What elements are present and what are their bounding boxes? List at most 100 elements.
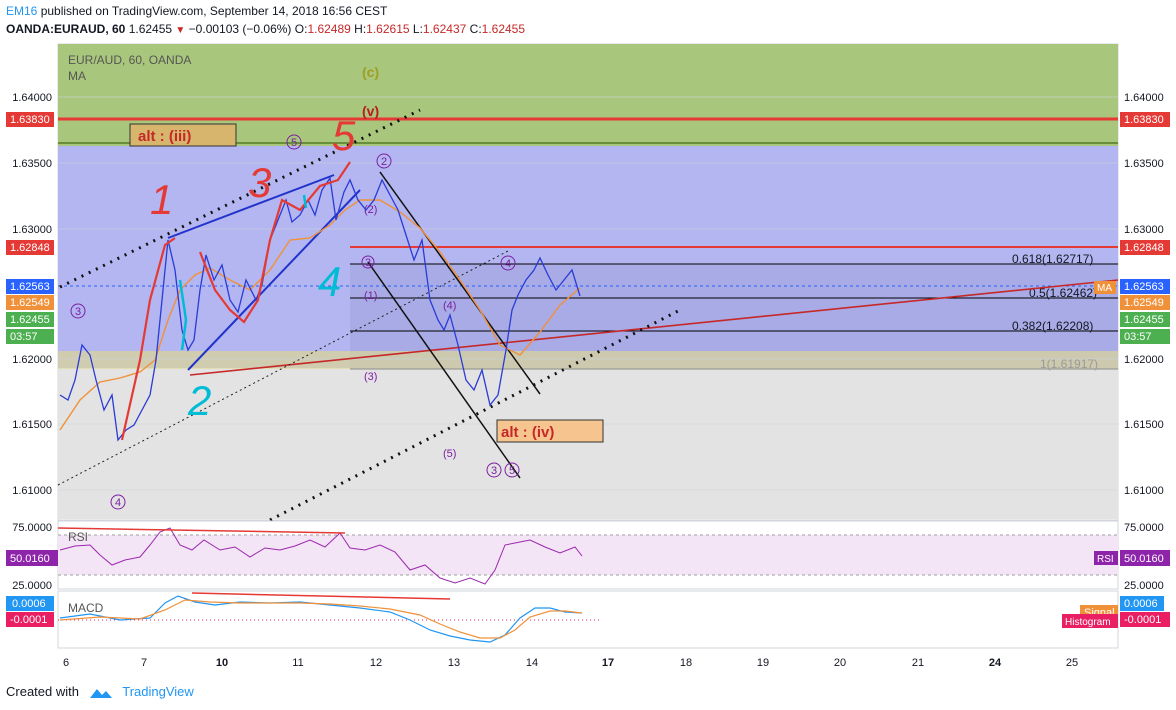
- chart-canvas[interactable]: 0.618(1.62717) 0.5(1.62462) 0.382(1.6220…: [0, 0, 1176, 680]
- macd-value-badge-left: [6, 596, 54, 611]
- time-tick: 6: [63, 657, 69, 669]
- macd-label[interactable]: MACD: [68, 601, 104, 615]
- ma-tag-label: MA: [1097, 283, 1112, 294]
- publish-text: published on TradingView.com, September …: [40, 4, 388, 18]
- macd-value-left-1: 0.0006: [12, 598, 46, 610]
- rsi-tick-25-right: 25.0000: [1124, 580, 1164, 592]
- rsi-tick-25: 25.0000: [12, 580, 52, 592]
- price-badge-label: 1.63830: [10, 114, 50, 126]
- rsi-value-badge-right: [1120, 550, 1170, 566]
- price-badge: [1120, 240, 1170, 255]
- circled-2-top: 2: [381, 156, 387, 168]
- price-badge-label: 03:57: [1124, 331, 1152, 343]
- rsi-label[interactable]: RSI: [68, 530, 88, 544]
- wave-paren-3: (3): [364, 371, 377, 383]
- fib-label-0618: 0.618(1.62717): [1012, 252, 1093, 266]
- price-tick: 1.63500: [12, 158, 52, 170]
- macd-hist-badge-right: [1120, 612, 1170, 627]
- footer: Created with TradingView: [6, 684, 194, 700]
- lower-zone: [58, 369, 1118, 519]
- price-badge: [6, 112, 54, 127]
- chart-legend-ma[interactable]: MA: [68, 69, 86, 83]
- hand-wave-2: 2: [187, 377, 211, 424]
- time-tick: 17: [602, 657, 614, 669]
- price-badge: [1120, 112, 1170, 127]
- price-tick: 1.63000: [12, 224, 52, 236]
- price-tick-right: 1.63500: [1124, 158, 1164, 170]
- alt-iv-box[interactable]: [496, 419, 604, 443]
- hand-wave-4: 4: [318, 258, 341, 305]
- wave-paren-5: (5): [443, 448, 456, 460]
- alt-iv-label: alt : (iv): [501, 424, 554, 441]
- down-arrow-icon: ▼: [175, 25, 186, 36]
- macd-value-left-2: -0.0001: [10, 614, 47, 626]
- price-badge-label: 1.62848: [10, 242, 50, 254]
- price-tick-right: 1.61000: [1124, 485, 1164, 497]
- wave-paren-4: (4): [443, 300, 456, 312]
- fib-label-1: 1(1.61917): [1040, 357, 1098, 371]
- price-badge: [6, 295, 54, 310]
- price-badge-label: 03:57: [10, 331, 38, 343]
- price-badge: [6, 279, 54, 294]
- footer-created-with: Created with: [6, 684, 79, 699]
- high-label: H:: [354, 22, 367, 36]
- histogram-tag-label: Histogram: [1065, 617, 1111, 628]
- time-tick: 12: [370, 657, 382, 669]
- wave-label-c: (c): [362, 64, 379, 80]
- price-tick: 1.61500: [12, 419, 52, 431]
- open-value: 1.62489: [307, 22, 351, 36]
- circled-3-low: 3: [491, 465, 497, 477]
- ma-tag: [1094, 281, 1116, 294]
- macd-value-right-1: 0.0006: [1124, 598, 1158, 610]
- tradingview-logo-icon: [89, 688, 112, 698]
- hand-wave-5: 5: [332, 112, 356, 159]
- right-price-badges: 1.63830 1.62848 1.62563 1.62549 1.62455 03:57: [1120, 112, 1170, 344]
- price-badge-label: 1.62563: [1124, 281, 1164, 293]
- rsi-tick-75-right: 75.0000: [1124, 522, 1164, 534]
- macd-pane[interactable]: [57, 590, 1119, 649]
- symbol-ohlc-line: OANDA:EURAUD, 60 1.62455 ▼ −0.00103 (−0.…: [6, 22, 525, 36]
- price-badge-label: 1.62455: [1124, 314, 1164, 326]
- close-label: C:: [469, 22, 482, 36]
- footer-tradingview-link[interactable]: TradingView: [122, 684, 194, 699]
- fib-label-05: 0.5(1.62462): [1029, 286, 1097, 300]
- price-tick-right: 1.63000: [1124, 224, 1164, 236]
- last-price: 1.62455: [128, 22, 173, 36]
- price-badge-label: 1.62848: [1124, 242, 1164, 254]
- price-badge: [6, 312, 54, 327]
- circled-3-mid: 3: [365, 257, 371, 269]
- price-badge-label: 1.62455: [10, 314, 50, 326]
- price-tick-right: 1.62000: [1124, 354, 1164, 366]
- price-badge: [1120, 279, 1170, 294]
- time-tick: 13: [448, 657, 460, 669]
- price-badge-label: 1.62549: [10, 297, 50, 309]
- macd-value-right-2: -0.0001: [1124, 614, 1161, 626]
- macd-line: [59, 595, 583, 643]
- red-trendline[interactable]: [189, 279, 1119, 376]
- time-tick: 19: [757, 657, 769, 669]
- time-tick: 24: [989, 657, 1002, 669]
- author-link[interactable]: EM16: [6, 4, 38, 18]
- high-value: 1.62615: [366, 22, 410, 36]
- histogram-tag: [1062, 614, 1118, 628]
- price-series: [59, 176, 581, 442]
- rsi-value-left: 50.0160: [10, 553, 50, 565]
- low-label: L:: [412, 22, 423, 36]
- rsi-tag-label: RSI: [1097, 554, 1114, 565]
- price-tick: 1.61000: [12, 485, 52, 497]
- price-change: −0.00103 (−0.06%): [188, 22, 292, 36]
- rsi-tick-75: 75.0000: [12, 522, 52, 534]
- circled-3-left: 3: [75, 306, 81, 318]
- macd-hist-badge-left: [6, 612, 54, 627]
- price-tick: 1.62000: [12, 354, 52, 366]
- macd-value-badge-right: [1120, 596, 1164, 611]
- channel-upper-dotted[interactable]: [59, 108, 421, 289]
- alt-iii-box[interactable]: [129, 123, 237, 147]
- wave-label-v: (v): [362, 103, 379, 119]
- low-value: 1.62437: [422, 22, 467, 36]
- chart-legend-title[interactable]: EUR/AUD, 60, OANDA: [68, 53, 191, 67]
- circled-5-top: 5: [291, 137, 297, 149]
- alt-iii-label: alt : (iii): [138, 128, 191, 145]
- ma-line: [59, 199, 581, 431]
- open-label: O:: [294, 22, 308, 36]
